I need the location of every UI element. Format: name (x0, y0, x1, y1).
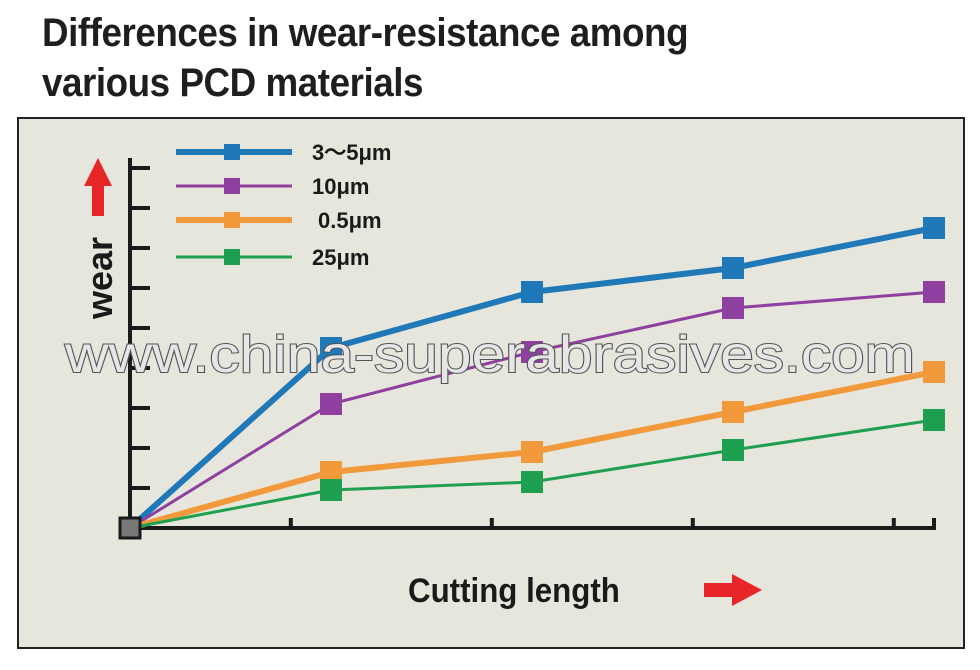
y-axis-label: wear (79, 237, 120, 320)
series-point-2-2 (521, 441, 543, 463)
series-point-3-2 (521, 471, 543, 493)
origin-marker (118, 516, 142, 540)
legend-marker-2 (224, 212, 240, 228)
series-point-0-2 (521, 281, 543, 303)
legend-label-3: 25μm (312, 245, 370, 270)
title-line-2: various PCD materials (42, 61, 424, 105)
series-point-1-2 (521, 341, 543, 363)
series-point-3-3 (722, 439, 744, 461)
series-point-0-3 (722, 257, 744, 279)
y-axis-arrow-icon (84, 158, 112, 216)
axes (128, 158, 936, 530)
legend: 3～5μm 10μm 0.5μm 25μm (176, 140, 392, 270)
legend-label-0: 3～5μm (312, 140, 392, 165)
series-point-1-1 (320, 393, 342, 415)
series-point-2-4 (923, 361, 945, 383)
series-point-3-4 (923, 409, 945, 431)
plot-background (17, 117, 965, 649)
title-line-1: Differences in wear-resistance among (42, 11, 689, 55)
x-axis-arrow-icon (704, 574, 762, 606)
series-point-3-1 (320, 479, 342, 501)
x-axis-label: Cutting length (408, 571, 620, 610)
series-point-0-4 (923, 217, 945, 239)
series-point-1-3 (722, 297, 744, 319)
watermark: www.china-superabrasives.com (64, 326, 915, 384)
legend-marker-1 (224, 178, 240, 194)
legend-label-1: 10μm (312, 174, 370, 199)
legend-label-2: 0.5μm (318, 208, 382, 233)
series-point-2-3 (722, 401, 744, 423)
chart-title: Differences in wear-resistance among var… (42, 8, 870, 108)
series-point-1-4 (923, 281, 945, 303)
series-point-0-1 (320, 337, 342, 359)
legend-marker-3 (224, 249, 240, 265)
legend-marker-0 (224, 144, 240, 160)
series-markers (320, 217, 945, 501)
series-point-2-1 (320, 461, 342, 483)
